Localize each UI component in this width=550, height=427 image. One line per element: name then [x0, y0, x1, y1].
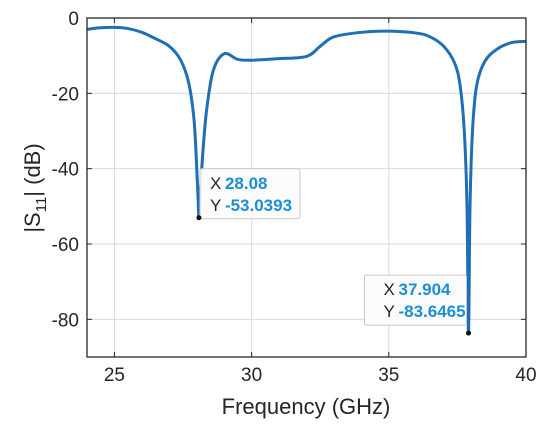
y-axis-label-subscript: 11 — [33, 197, 50, 213]
datatip-x-value: 28.08 — [225, 174, 268, 193]
x-tick-label: 35 — [378, 365, 399, 386]
y-axis-label: |S11| (dB) — [20, 143, 50, 232]
s11-series-line — [86, 25, 527, 335]
plot-frame — [86, 17, 527, 358]
datatip-marker[interactable] — [465, 330, 471, 336]
x-tick-label: 30 — [241, 365, 262, 386]
x-tick-label: 40 — [515, 365, 536, 386]
curve-layer — [86, 25, 527, 335]
datatip-marker[interactable] — [196, 215, 202, 221]
datatip-box — [199, 168, 301, 220]
datatip-y-value: -53.0393 — [225, 196, 292, 215]
datatip-y-label: Y — [210, 196, 221, 215]
datatip[interactable]: X 28.08Y -53.0393 — [196, 168, 301, 221]
y-tick-label: -20 — [52, 84, 79, 105]
y-axis-label-prefix: |S — [20, 212, 45, 232]
ticks: 25 30 35 40 0 -20 -40 -60 -80 — [52, 9, 537, 386]
datatip-x-label: X — [383, 280, 394, 299]
datatip-x-label: X — [210, 174, 221, 193]
y-tick-label: 0 — [68, 9, 79, 30]
y-tick-label: -60 — [52, 235, 79, 256]
y-tick-label: -40 — [52, 160, 79, 181]
datatip-y-label: Y — [383, 302, 394, 321]
x-axis-label: Frequency (GHz) — [222, 394, 391, 419]
datatip-box — [363, 274, 467, 326]
y-tick-label: -80 — [52, 310, 79, 331]
x-tick-label: 25 — [104, 365, 125, 386]
y-axis-label-suffix: | (dB) — [20, 143, 45, 196]
datatip-x-value: 37.904 — [398, 280, 451, 299]
datatip-y-value: -83.6465 — [398, 302, 465, 321]
